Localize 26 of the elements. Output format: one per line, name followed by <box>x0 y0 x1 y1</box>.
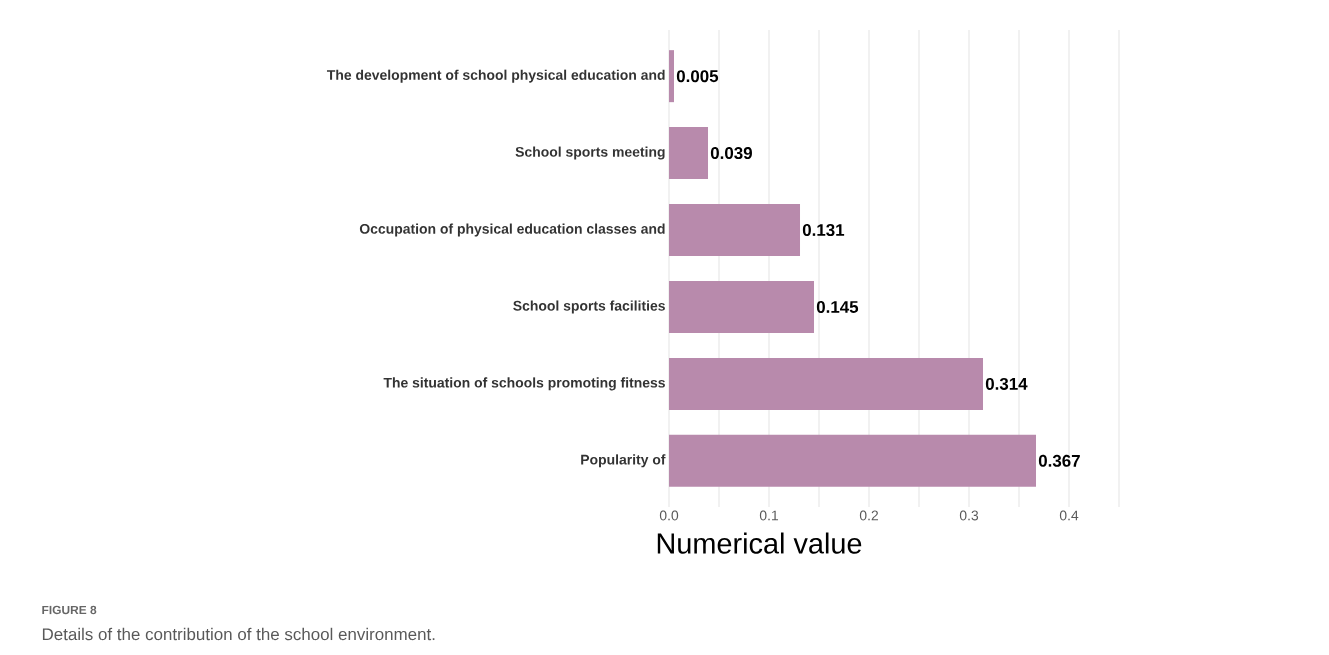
x-axis-title: Numerical value <box>657 532 862 554</box>
y-tick-label: Occupation of physical education classes and <box>359 223 665 237</box>
text: 0.0 <box>659 510 679 521</box>
text: 0.4 <box>1059 510 1079 521</box>
data-label: 0.314 <box>985 377 1028 390</box>
bar <box>669 434 1037 487</box>
text: 0.1 <box>759 510 779 521</box>
y-tick-label: The development of school physical education and <box>326 69 665 83</box>
bar <box>669 50 675 103</box>
data-label: 0.039 <box>710 147 752 160</box>
text: 0.3 <box>959 510 979 521</box>
y-tick-label: School sports meeting <box>515 146 665 160</box>
text: Details of the contribution of the school environment. <box>42 627 435 641</box>
y-tick-label: Popularity of <box>581 454 666 468</box>
data-label: 0.131 <box>802 224 845 237</box>
bar <box>669 127 709 180</box>
data-label: 0.145 <box>816 300 859 313</box>
y-tick-label: The situation of schools promoting fitness <box>383 377 665 391</box>
bar <box>669 280 815 333</box>
bar <box>669 204 801 257</box>
y-tick-label: School sports facilities <box>513 300 665 314</box>
bar <box>669 357 984 410</box>
data-label: 0.005 <box>676 70 719 83</box>
data-label: 0.367 <box>1038 454 1080 467</box>
text: 0.2 <box>859 510 879 521</box>
caption: FIGURE 8 <box>42 605 97 615</box>
